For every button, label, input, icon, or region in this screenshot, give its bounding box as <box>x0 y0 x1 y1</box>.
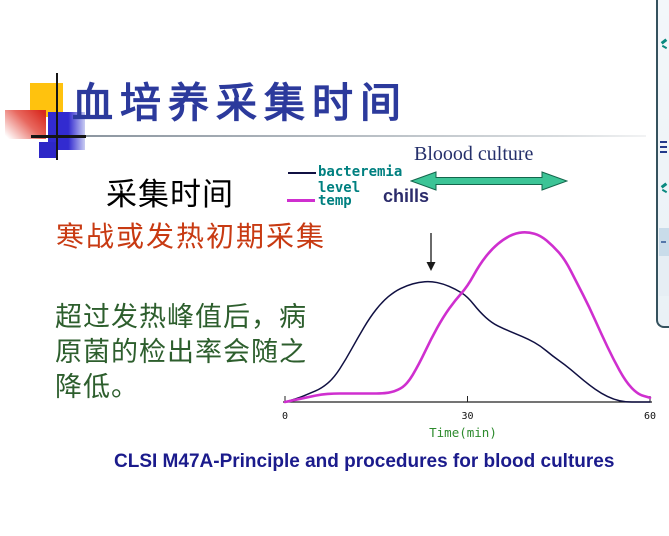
green-note-text: 超过发热峰值后，病 原菌的检出率会随之 降低。 <box>55 300 307 405</box>
deco-horizontal-line <box>31 135 86 138</box>
deco-red-gradient-square <box>5 110 46 139</box>
citation-text: CLSI M47A-Principle and procedures for b… <box>114 451 615 472</box>
title-underline <box>86 135 646 137</box>
svg-text:30: 30 <box>461 411 473 422</box>
x-axis-title: Time(min) <box>429 425 497 440</box>
svg-text:60: 60 <box>644 411 656 422</box>
green-note-line-2: 原菌的检出率会随之 <box>55 337 307 367</box>
legend-label-temp: temp <box>318 193 352 209</box>
green-note-line-3: 降低。 <box>55 372 139 402</box>
clipped-glyph-fragment <box>661 241 666 243</box>
red-note-text: 寒战或发热初期采集 <box>56 222 327 253</box>
temp-curve <box>283 231 652 404</box>
bacteremia-curve <box>284 280 651 403</box>
legend-line-sample-bacteremia <box>288 172 316 174</box>
green-note-line-1: 超过发热峰值后，病 <box>55 302 307 332</box>
slide-title: 血培养采集时间 <box>72 80 408 126</box>
clipped-glyph-fragment <box>660 151 667 153</box>
panel-subtle-block <box>659 256 669 296</box>
deco-blue-small-square <box>39 142 56 158</box>
x-axis-ticks: 0 30 60 <box>282 396 656 422</box>
chart: 0 30 60 Time(min) <box>282 231 656 440</box>
chills-label: chills <box>383 186 430 206</box>
blood-culture-label: Bloood culture <box>414 143 534 165</box>
legend-line-sample-temp <box>287 199 315 202</box>
double-headed-arrow-shape <box>410 171 568 191</box>
legend-label-bacteremia: bacteremia <box>318 164 403 180</box>
annotation-arrow-head <box>426 262 436 271</box>
double-headed-arrow-icon <box>410 171 568 191</box>
collection-time-heading: 采集时间 <box>106 177 234 212</box>
legend-label-level: level <box>318 180 361 196</box>
deco-vertical-line <box>56 73 58 160</box>
clipped-glyph-fragment <box>660 146 667 148</box>
svg-text:0: 0 <box>282 411 288 422</box>
clipped-glyph-fragment <box>660 141 667 143</box>
